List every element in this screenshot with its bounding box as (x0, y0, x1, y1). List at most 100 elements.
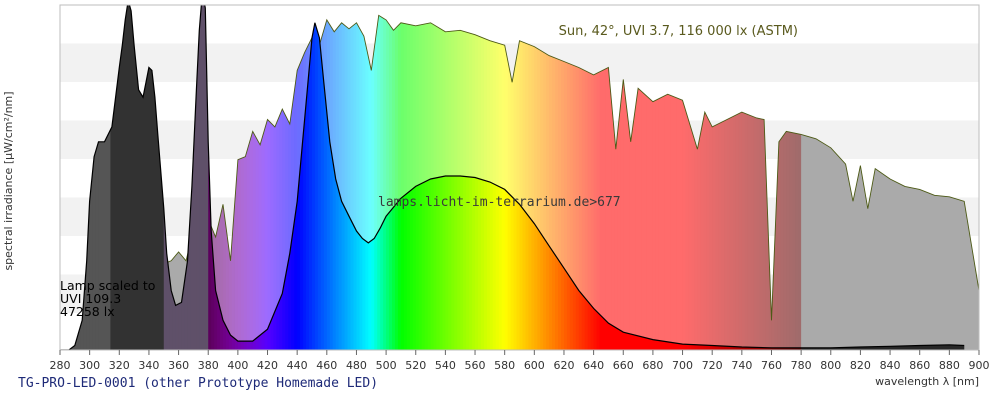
sun-color-strip (540, 15, 544, 350)
sun-color-strip (522, 15, 527, 350)
sun-color-strip (635, 15, 639, 350)
x-tick-label: 580 (494, 359, 515, 372)
lamp-color-strip (95, 5, 100, 350)
sun-color-strip (753, 15, 758, 350)
lamp-color-strip (306, 5, 310, 350)
sun-color-strip (377, 15, 381, 350)
sun-color-strip (756, 15, 761, 350)
sun-color-strip (362, 15, 366, 350)
sun-color-strip (273, 15, 278, 350)
sun-color-strip (584, 15, 589, 350)
sun-color-strip (285, 15, 289, 350)
sun-color-strip (729, 15, 734, 350)
lamp-label-line-2: UVI 109.3 (60, 291, 121, 306)
lamp-color-strip (466, 5, 470, 350)
sun-color-strip (872, 15, 876, 350)
sun-color-strip (780, 15, 784, 350)
sun-color-strip (807, 15, 811, 350)
sun-color-strip (804, 15, 808, 350)
sun-color-strip (516, 15, 521, 350)
lamp-color-strip (205, 5, 209, 350)
sun-color-strip (605, 15, 610, 350)
sun-color-strip (593, 15, 598, 350)
lamp-color-strip (451, 5, 455, 350)
sun-color-strip (718, 15, 722, 350)
x-tick-label: 900 (969, 359, 990, 372)
lamp-color-strip (140, 5, 144, 350)
sun-color-strip (893, 15, 897, 350)
sun-color-strip (264, 15, 269, 350)
sun-color-strip (664, 15, 669, 350)
sun-color-strip (368, 15, 372, 350)
sun-color-strip (338, 15, 343, 350)
lamp-color-strip (134, 5, 138, 350)
lamp-color-strip (457, 5, 461, 350)
lamp-color-strip (317, 5, 322, 350)
sun-color-strip (623, 15, 627, 350)
lamp-color-strip (439, 5, 444, 350)
lamp-color-strip (300, 5, 304, 350)
lamp-color-strip (454, 5, 458, 350)
lamp-color-strip (107, 5, 111, 350)
sun-color-strip (783, 15, 787, 350)
sun-color-strip (507, 15, 512, 350)
x-tick-label: 480 (346, 359, 367, 372)
x-tick-label: 860 (909, 359, 930, 372)
x-tick-label: 660 (613, 359, 634, 372)
sun-color-strip (587, 15, 592, 350)
lamp-label-line-1: Lamp scaled to (60, 278, 155, 293)
lamp-color-strip (303, 5, 307, 350)
sun-color-strip (575, 15, 580, 350)
sun-color-strip (759, 15, 764, 350)
sun-color-strip (252, 15, 257, 350)
sun-color-strip (735, 15, 740, 350)
lamp-spectrum-outline (60, 5, 965, 350)
x-tick-label: 640 (583, 359, 604, 372)
x-tick-label: 780 (791, 359, 812, 372)
x-tick-label: 360 (168, 359, 189, 372)
sun-color-strip (762, 15, 767, 350)
sun-color-strip (747, 15, 752, 350)
lamp-color-strip (154, 5, 159, 350)
sun-color-strip (777, 15, 781, 350)
sun-color-strip (721, 15, 725, 350)
sun-color-strip (249, 15, 254, 350)
lamp-color-strip (320, 5, 325, 350)
sun-color-strip (801, 15, 805, 350)
sun-color-strip (795, 15, 799, 350)
lamp-color-strip (98, 5, 103, 350)
sun-color-strip (652, 15, 657, 350)
sun-color-strip (824, 15, 829, 350)
sun-color-strip (810, 15, 814, 350)
x-tick-label: 600 (524, 359, 545, 372)
sun-color-strip (403, 15, 408, 350)
sun-color-strip (614, 15, 618, 350)
sun-color-strip (237, 15, 242, 350)
x-tick-label: 340 (138, 359, 159, 372)
sun-color-strip (670, 15, 675, 350)
sun-color-strip (359, 15, 363, 350)
x-tick-label: 380 (198, 359, 219, 372)
sun-color-strip (581, 15, 586, 350)
sun-color-strip (842, 15, 847, 350)
sun-color-strip (815, 15, 820, 350)
sun-color-strip (392, 15, 396, 350)
sun-color-strip (549, 15, 553, 350)
sun-spectrum-outline (60, 14, 979, 350)
sun-color-strip (833, 15, 838, 350)
sun-color-strip (288, 15, 292, 350)
lamp-color-strip (101, 5, 106, 350)
lamp-color-strip (309, 5, 313, 350)
sun-color-strip (525, 15, 529, 350)
sun-color-strip (715, 15, 719, 350)
sun-color-strip (724, 15, 728, 350)
sun-color-strip (519, 15, 524, 350)
sun-color-strip (498, 15, 503, 350)
sun-color-strip (875, 15, 879, 350)
sun-color-strip (738, 15, 743, 350)
sun-color-strip (685, 15, 690, 350)
lamp-color-strip (137, 5, 141, 350)
sun-color-strip (495, 15, 500, 350)
x-tick-label: 700 (672, 359, 693, 372)
lamp-color-strip (442, 5, 446, 350)
